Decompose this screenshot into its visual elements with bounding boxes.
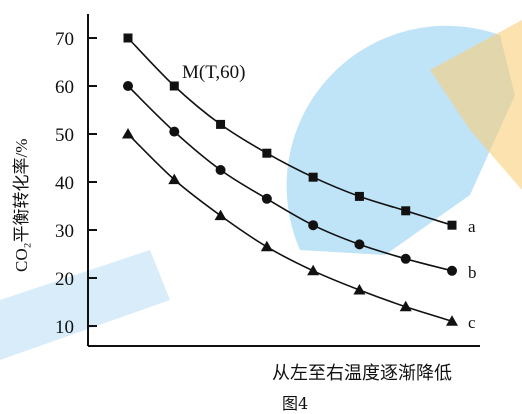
data-point-c — [168, 173, 181, 185]
y-tick-label: 10 — [55, 317, 74, 338]
y-tick-label: 50 — [55, 125, 74, 146]
data-point-b — [308, 220, 319, 231]
data-point-a — [401, 206, 411, 216]
data-point-c — [446, 315, 458, 326]
y-tick-label: 40 — [55, 173, 74, 194]
series-labels: a b c — [468, 217, 477, 332]
data-point-a — [354, 191, 364, 201]
data-point-a — [262, 148, 272, 158]
data-point-b — [354, 239, 365, 250]
data-point-b — [261, 193, 272, 204]
data-point-a — [447, 220, 457, 230]
series-markers — [122, 33, 458, 326]
y-tick-label: 60 — [55, 77, 74, 98]
x-axis-label: 从左至右温度逐渐降低 — [272, 363, 452, 384]
data-point-a — [308, 172, 318, 182]
data-point-b — [123, 81, 133, 91]
y-tick-label: 70 — [55, 29, 74, 50]
figure-caption: 图4 — [282, 394, 308, 413]
annotation-leader — [171, 82, 177, 91]
watermark — [0, 20, 522, 360]
y-tick-label: 20 — [55, 269, 74, 290]
y-axis-label: CO₂平衡转化率/% — [12, 139, 31, 272]
data-point-c — [307, 264, 320, 276]
data-point-c — [353, 284, 366, 295]
series-label-c: c — [468, 313, 476, 332]
y-tick-label: 30 — [55, 221, 74, 242]
data-point-c — [214, 209, 227, 221]
series-label-a: a — [468, 217, 476, 236]
data-point-b — [215, 165, 226, 175]
data-point-b — [447, 265, 457, 276]
data-point-c — [399, 300, 412, 312]
data-point-a — [123, 33, 133, 43]
y-axis-ticks: 10 20 30 40 50 60 70 — [55, 29, 97, 338]
data-point-b — [169, 126, 180, 137]
data-point-a — [216, 119, 226, 129]
annotation-label: M(T,60) — [182, 62, 246, 83]
data-point-b — [400, 253, 411, 264]
data-point-c — [122, 128, 134, 139]
series-label-b: b — [468, 263, 477, 282]
data-point-c — [260, 240, 273, 252]
